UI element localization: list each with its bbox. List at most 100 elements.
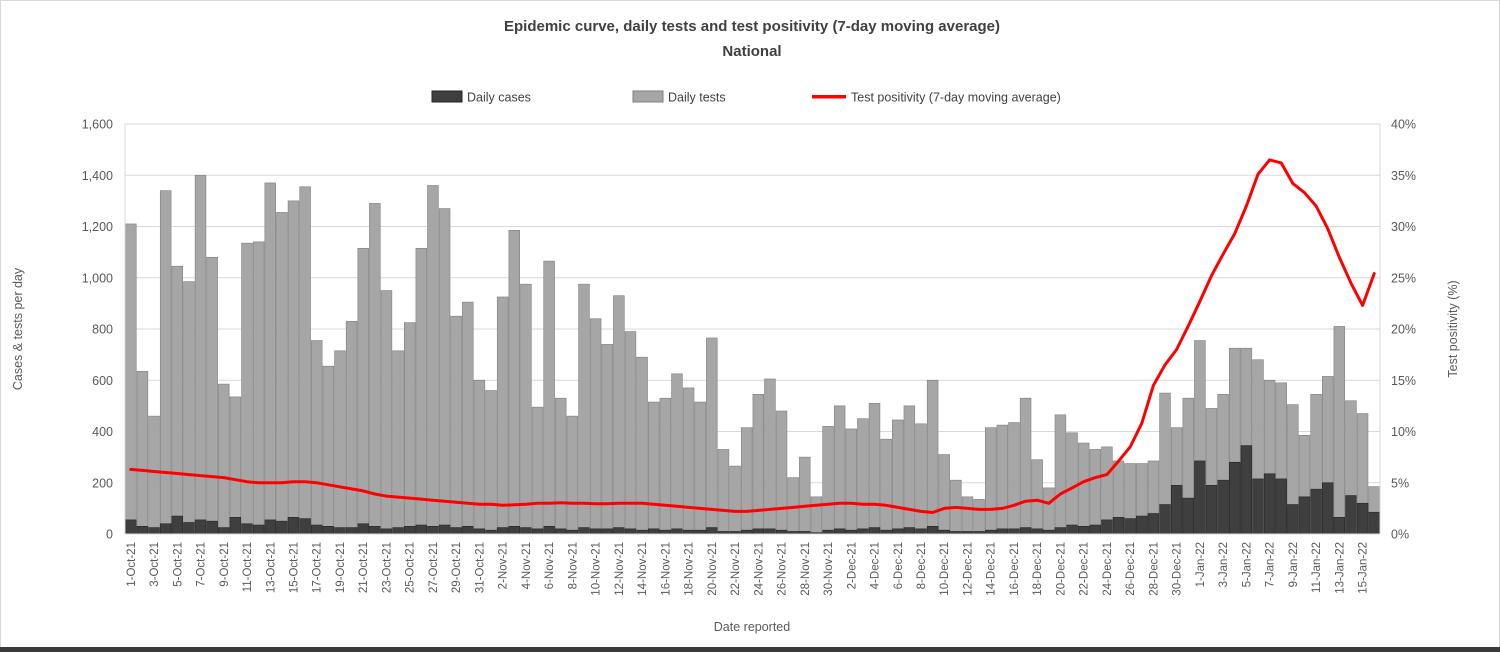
x-axis-tick: 15-Jan-22 [1358,542,1370,594]
daily-tests-bar [1031,459,1043,535]
daily-tests-bar [218,383,230,535]
daily-cases-bar [1019,527,1032,535]
y-axis-tick-right: 5% [1391,476,1409,490]
daily-tests-bar [345,321,358,535]
daily-cases-bar [880,529,892,535]
daily-cases-bar [1112,517,1125,535]
daily-cases-bar [136,526,149,535]
daily-cases-bar [694,529,706,535]
daily-tests-bar [613,295,625,535]
x-axis-tick: 2-Dec-21 [846,542,858,589]
x-axis-tick: 21-Oct-21 [358,542,370,593]
daily-cases-bar [938,529,950,535]
daily-cases-bar [1089,524,1102,535]
positivity-line [129,158,1376,514]
daily-cases-swatch-icon [431,90,463,103]
daily-cases-bar [450,527,462,535]
daily-tests-bar [752,394,765,535]
chart-title-line2: National [722,43,781,60]
daily-tests-bar [1066,432,1078,535]
x-axis-tick: 28-Nov-21 [800,542,812,596]
x-axis-tick: 3-Jan-22 [1218,542,1230,587]
daily-tests-bar [566,415,579,535]
daily-tests-bar [496,296,509,535]
left-axis-title: Cases & tests per day [11,267,25,390]
y-axis-tick-left: 1,400 [82,169,113,183]
daily-cases-bar [543,526,555,535]
x-axis-tick: 10-Dec-21 [939,542,951,596]
daily-cases-bar [392,527,404,535]
daily-cases-bar [833,528,846,535]
x-axis-tick: 29-Oct-21 [451,542,463,593]
x-axis-tick: 10-Nov-21 [591,542,603,596]
bottom-border [0,647,1500,652]
daily-cases-bar [299,518,311,535]
daily-tests-bar [403,322,416,535]
x-axis-tick: 13-Jan-22 [1334,542,1346,594]
daily-tests-bar [241,242,253,535]
daily-cases-bar [1205,485,1218,535]
x-axis-tick: 31-Oct-21 [474,542,486,593]
x-axis-tick: 5-Oct-21 [172,542,184,587]
y-axis-tick-right: 10% [1391,425,1416,439]
daily-tests-bar [1008,422,1020,535]
daily-tests-bar [125,223,137,535]
daily-cases-bar [276,520,288,535]
daily-cases-bar [706,527,718,535]
daily-tests-bar [915,423,927,535]
daily-cases-bar [1356,502,1369,535]
daily-tests-bar [1077,442,1090,535]
daily-tests-bar [717,449,730,535]
legend-label-daily-tests: Daily tests [668,91,726,105]
daily-cases-bar [624,528,637,535]
x-axis-tick: 30-Nov-21 [823,542,835,596]
daily-tests-bar [659,397,672,535]
x-axis-tick: 9-Jan-22 [1288,542,1300,587]
daily-cases-bar [613,527,625,535]
daily-tests-bar [648,401,660,535]
daily-tests-bar [822,426,834,535]
daily-tests-bar [973,499,985,535]
daily-tests-bar [845,428,857,535]
daily-cases-bar [380,528,393,535]
plot-area-border [124,123,1381,535]
daily-cases-bar [1321,482,1334,535]
daily-cases-bar [183,522,195,535]
y-axis-tick-right: 25% [1391,271,1416,285]
daily-cases-bar [345,527,358,535]
daily-tests-bar [961,496,974,535]
daily-tests-bar [636,356,648,535]
y-axis-tick-left: 600 [92,374,113,388]
daily-tests-bar [706,337,718,535]
daily-tests-bar [392,350,404,535]
daily-tests-bar [148,415,160,535]
daily-tests-bar [206,256,218,535]
daily-tests-swatch-icon [632,90,664,103]
daily-cases-bar [1275,478,1287,535]
daily-cases-bar [1136,515,1148,535]
daily-cases-bar [415,524,428,535]
x-axis-tick: 13-Oct-21 [265,542,277,593]
daily-cases-bar [171,515,184,535]
daily-cases-bar [1368,511,1380,535]
x-axis-tick: 8-Dec-21 [916,542,928,589]
x-axis-tick: 18-Nov-21 [684,542,696,596]
daily-tests-bar [985,427,997,535]
daily-tests-bar [729,465,741,535]
right-axis-ticks: 0% 5% 10% 15% 20% 25% 30% 35% 40% [1391,118,1416,542]
daily-tests-bar [740,427,753,535]
legend: Daily cases Daily tests Test positivity … [431,90,1061,105]
daily-cases-bar [1101,519,1113,535]
daily-cases-bar [1194,460,1206,535]
y-axis-tick-right: 40% [1391,118,1416,132]
x-axis-tick: 14-Nov-21 [637,542,649,596]
daily-cases-bar [578,527,590,535]
daily-tests-bar [159,190,172,535]
daily-cases-bar [752,528,765,535]
daily-tests-bar [799,456,811,535]
x-axis-tick: 20-Nov-21 [707,542,719,596]
daily-tests-bar [485,390,497,535]
daily-cases-bar [473,528,486,535]
daily-tests-bar [287,200,300,535]
